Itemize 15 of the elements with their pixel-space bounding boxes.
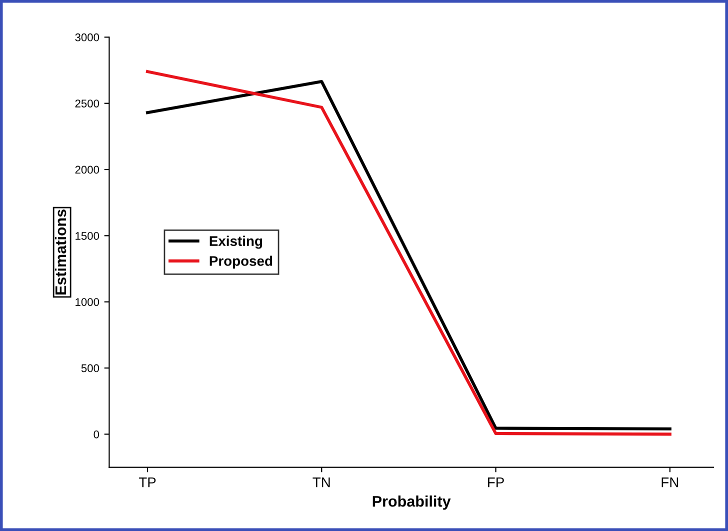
legend-label: Proposed [210, 256, 272, 269]
x-axis-title: Probability [372, 496, 451, 510]
y-tick-label: 3000 [75, 33, 100, 42]
y-axis-title: Estimations [54, 210, 66, 294]
legend-label: Existing [210, 236, 262, 249]
y-tick-label: 1000 [76, 298, 100, 306]
y-tick-label: 1500 [76, 232, 100, 240]
x-tick-label: TP [138, 478, 156, 488]
y-tick-label: 2000 [75, 166, 100, 174]
y-tick-label: 2500 [75, 100, 100, 108]
x-tick-label: FP [488, 478, 504, 488]
x-tick-label: FN [662, 478, 678, 488]
y-tick-label: 0 [94, 430, 100, 438]
x-tick-label: TN [312, 478, 330, 488]
y-tick-label: 500 [81, 364, 100, 372]
